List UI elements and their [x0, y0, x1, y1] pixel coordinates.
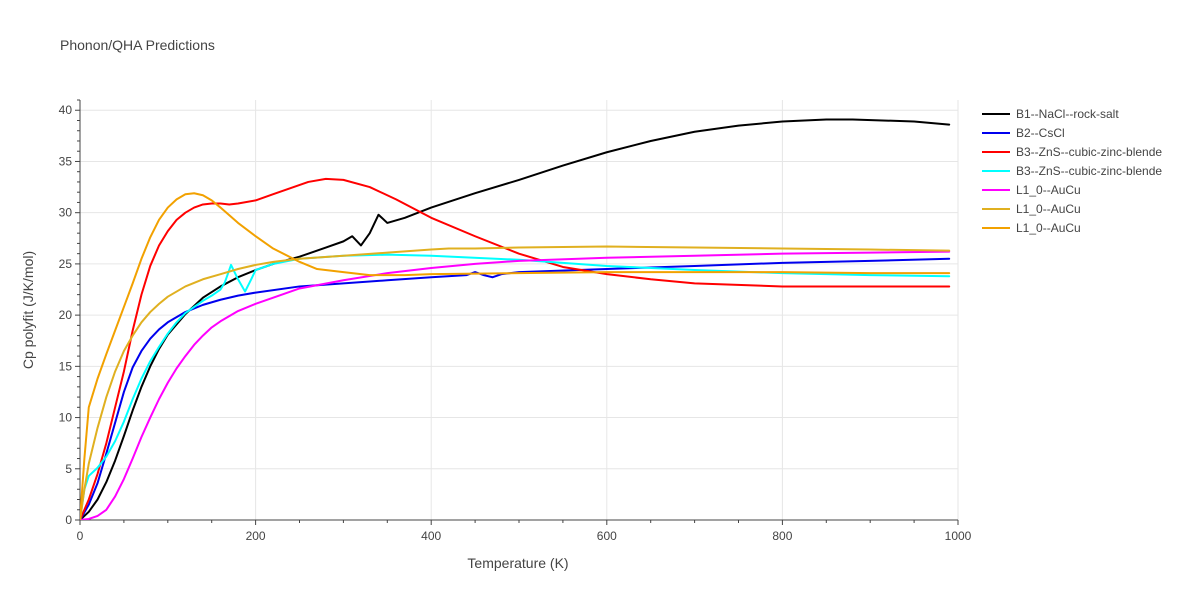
y-tick-label: 0 [65, 513, 72, 527]
axes [75, 99, 959, 525]
legend-label-1: B2--CsCl [1016, 126, 1065, 140]
series-line-1 [80, 257, 951, 520]
series-line-6 [80, 192, 951, 520]
y-tick-label: 25 [59, 257, 73, 271]
series-line-2 [80, 177, 951, 520]
x-tick-label: 200 [246, 529, 266, 543]
series-line-3 [80, 253, 951, 520]
x-tick-label: 800 [772, 529, 792, 543]
y-tick-label: 40 [59, 103, 73, 117]
y-tick-label: 10 [59, 411, 73, 425]
x-tick-label: 1000 [945, 529, 972, 543]
y-tick-label: 15 [59, 359, 73, 373]
legend-label-3: B3--ZnS--cubic-zinc-blende [1016, 164, 1162, 178]
legend-label-2: B3--ZnS--cubic-zinc-blende [1016, 145, 1162, 159]
plot-area [80, 118, 951, 520]
series-line-0 [80, 118, 951, 520]
legend-label-6: L1_0--AuCu [1016, 221, 1081, 235]
x-tick-label: 0 [77, 529, 84, 543]
y-axis-title: Cp polyfit (J/K/mol) [20, 251, 36, 369]
y-tick-label: 5 [65, 462, 72, 476]
x-tick-label: 400 [421, 529, 441, 543]
legend-label-0: B1--NaCl--rock-salt [1016, 107, 1119, 121]
legend: B1--NaCl--rock-salt B2--CsCl B3--ZnS--cubi… [982, 107, 1162, 235]
x-tick-label: 600 [597, 529, 617, 543]
series-line-4 [80, 250, 951, 520]
y-tick-label: 30 [59, 206, 73, 220]
x-axis-title: Temperature (K) [467, 555, 568, 571]
legend-label-4: L1_0--AuCu [1016, 183, 1081, 197]
y-tick-label: 35 [59, 154, 73, 168]
legend-label-5: L1_0--AuCu [1016, 202, 1081, 216]
series-line-5 [80, 245, 951, 520]
chart-title: Phonon/QHA Predictions [60, 37, 215, 53]
y-tick-label: 20 [59, 308, 73, 322]
